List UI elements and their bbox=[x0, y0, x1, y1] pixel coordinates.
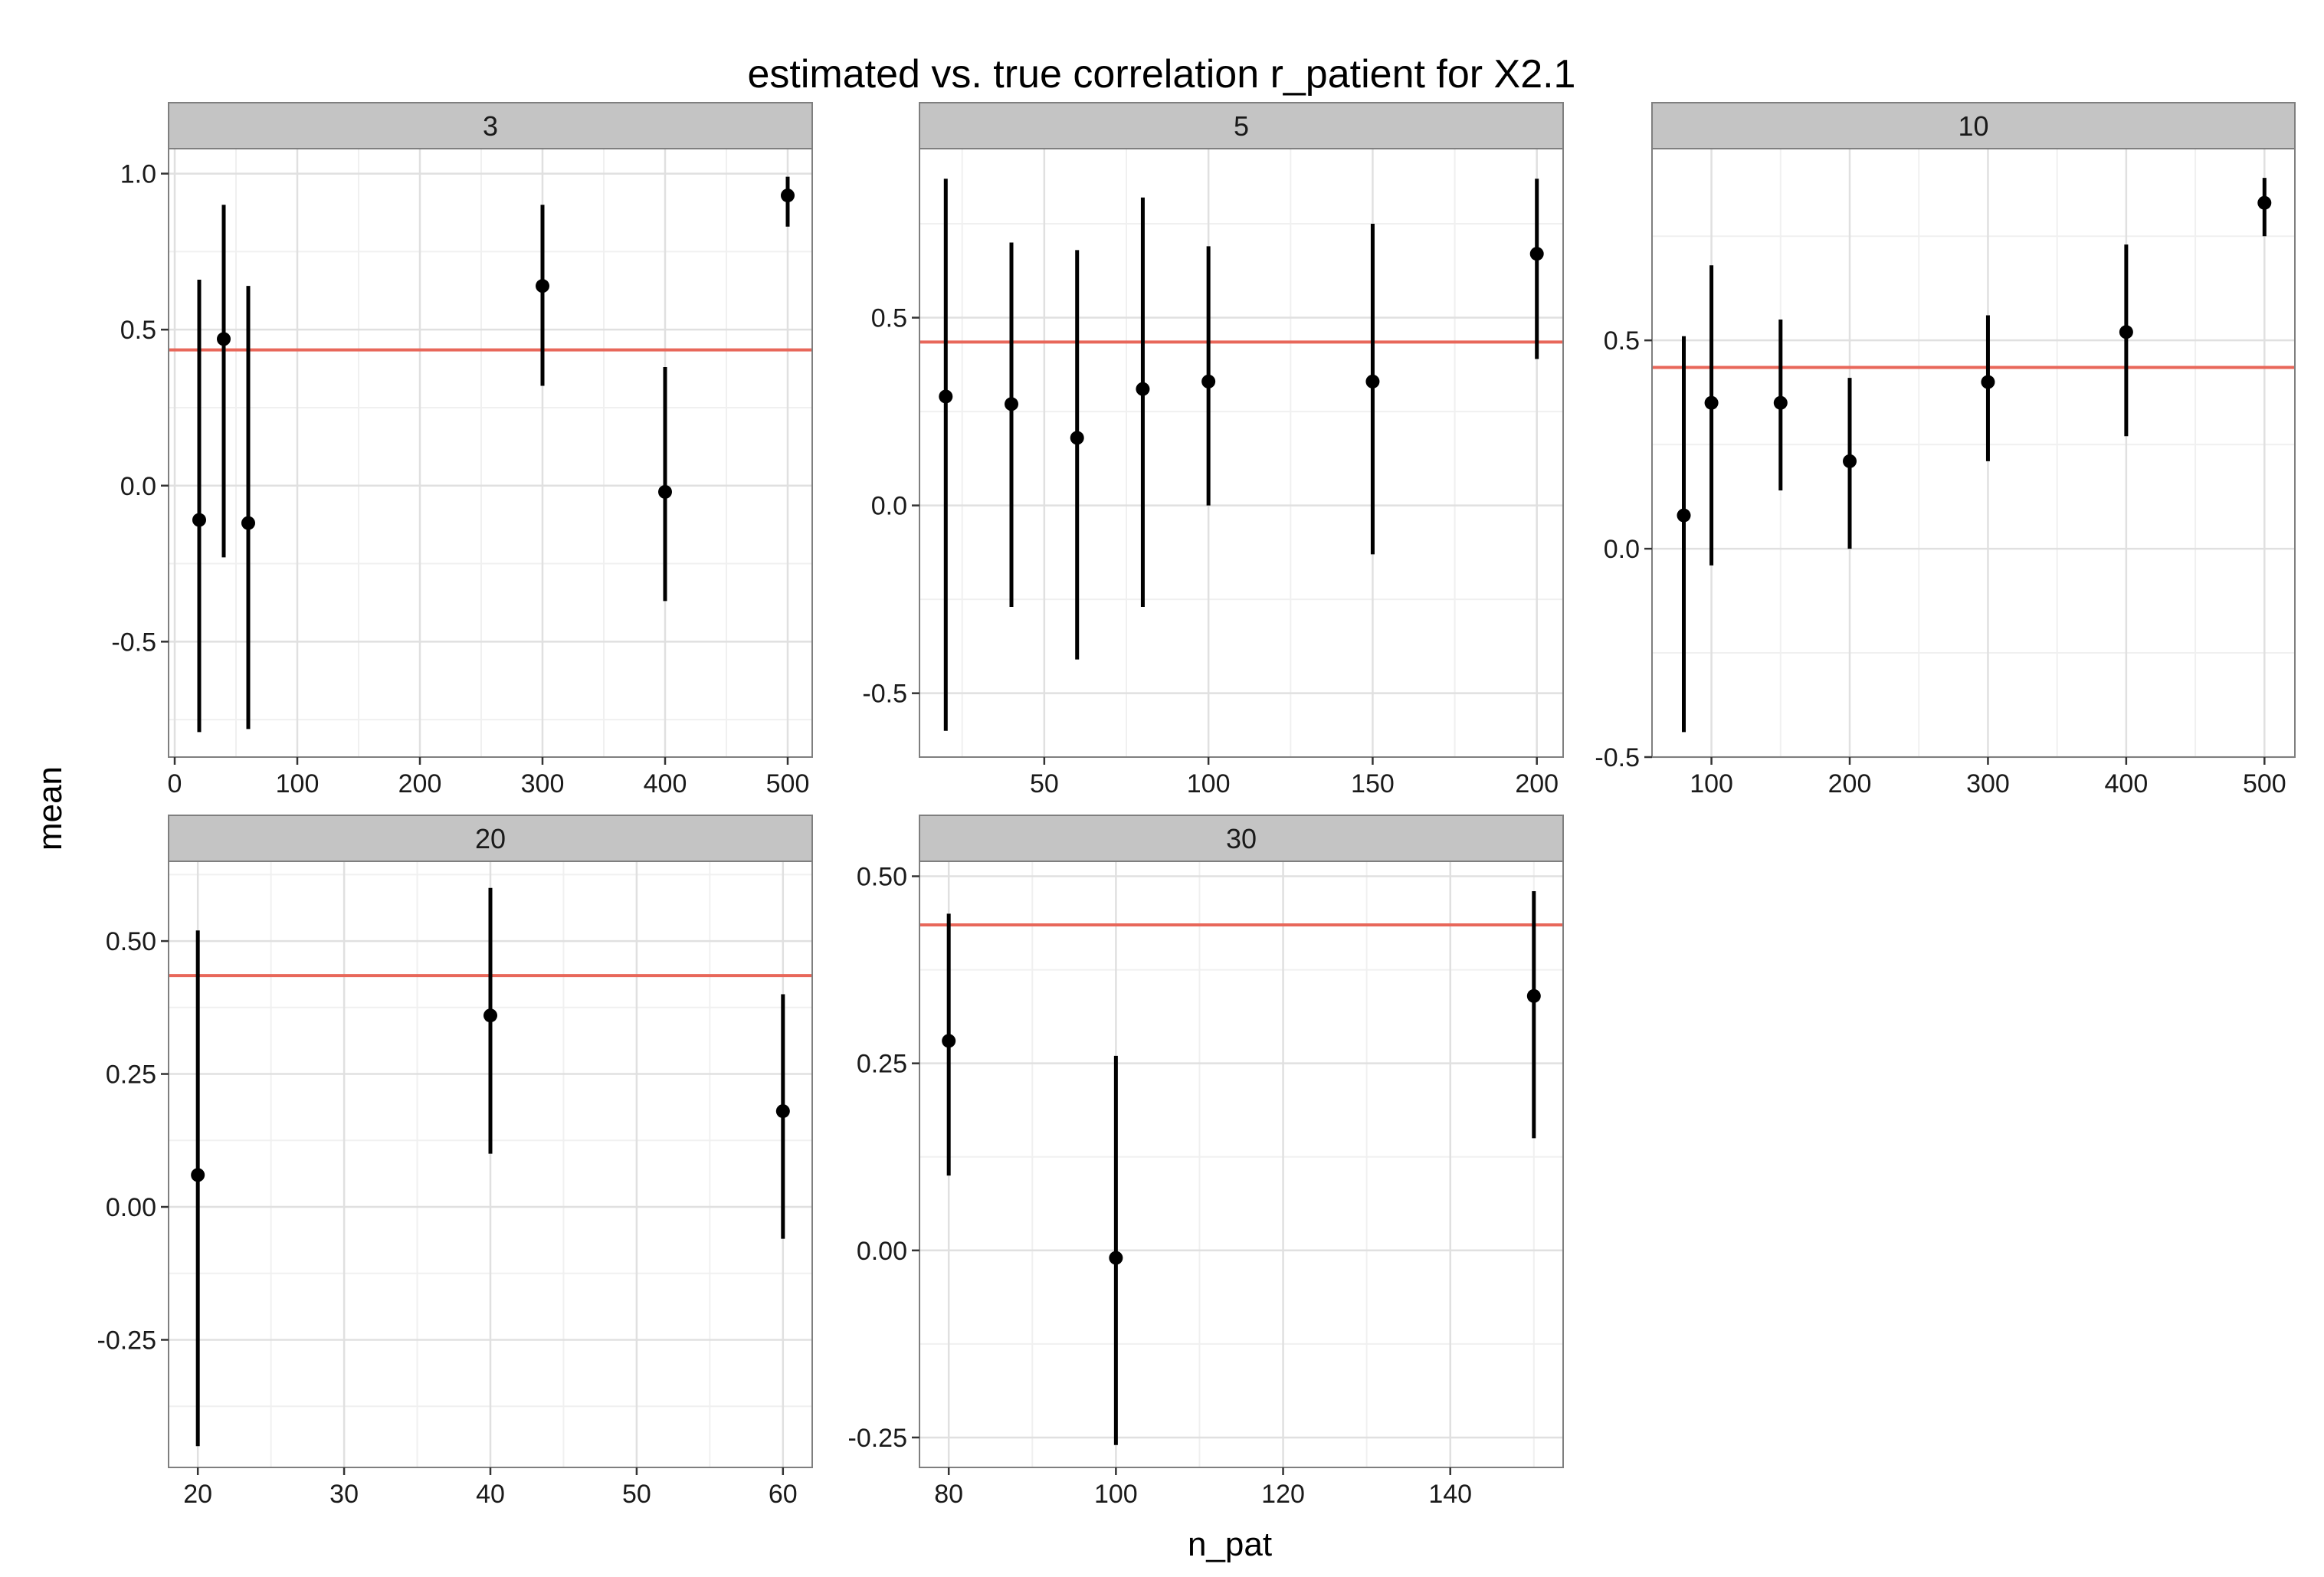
x-tick-label: 120 bbox=[1261, 1480, 1305, 1509]
x-tick-label: 80 bbox=[934, 1480, 963, 1509]
panel-3: 3 0 100 200 300 400 500 -0.5 0.0 0.5 1.0 bbox=[111, 102, 813, 798]
x-tick-label: 20 bbox=[183, 1480, 212, 1509]
facet-strip-label: 3 bbox=[483, 110, 498, 142]
chart-title: estimated vs. true correlation r_patient… bbox=[748, 52, 1576, 97]
data-point bbox=[1704, 395, 1719, 410]
y-tick-label: 0.25 bbox=[106, 1061, 156, 1090]
facet-strip-label: 20 bbox=[475, 823, 506, 854]
facet-strip-label: 30 bbox=[1226, 823, 1257, 854]
panel-background bbox=[1652, 149, 2295, 757]
data-point bbox=[775, 1104, 790, 1119]
y-tick-label: 0.50 bbox=[106, 927, 156, 956]
data-point bbox=[942, 1034, 956, 1048]
y-tick-label: -0.5 bbox=[862, 680, 907, 709]
facet-strip-label: 10 bbox=[1958, 110, 1988, 142]
y-tick-label: -0.25 bbox=[848, 1424, 908, 1453]
x-tick-label: 200 bbox=[1828, 769, 1872, 798]
data-point bbox=[192, 513, 206, 527]
data-point bbox=[658, 484, 672, 499]
y-tick-label: 0.00 bbox=[106, 1193, 156, 1222]
data-point bbox=[1526, 988, 1541, 1003]
data-point bbox=[1529, 247, 1544, 261]
data-point bbox=[1677, 508, 1691, 523]
y-tick-label: 0.5 bbox=[120, 316, 156, 345]
x-tick-label: 300 bbox=[1966, 769, 2010, 798]
data-point bbox=[483, 1008, 497, 1023]
y-axis-label: mean bbox=[31, 766, 69, 851]
x-tick-label: 400 bbox=[2105, 769, 2149, 798]
data-point bbox=[1773, 395, 1788, 410]
panel-background bbox=[919, 149, 1563, 757]
panel-20: 20 20 30 40 50 60 -0.25 0.00 0.25 0.50 bbox=[97, 815, 813, 1509]
data-point bbox=[1005, 397, 1018, 411]
data-point bbox=[1136, 382, 1150, 396]
x-axis-label: n_pat bbox=[1188, 1526, 1272, 1563]
y-tick-label: 0.25 bbox=[857, 1050, 907, 1079]
x-tick-label: 500 bbox=[2243, 769, 2286, 798]
y-tick-label: 0.0 bbox=[120, 472, 156, 501]
y-tick-label: 0.0 bbox=[871, 492, 907, 521]
data-point bbox=[1109, 1251, 1123, 1265]
y-tick-label: 0.50 bbox=[857, 863, 907, 892]
data-point bbox=[191, 1168, 205, 1182]
x-tick-label: 100 bbox=[1187, 769, 1231, 798]
data-point bbox=[241, 516, 255, 530]
data-point bbox=[1201, 374, 1216, 389]
x-tick-label: 50 bbox=[622, 1480, 651, 1509]
y-tick-label: 0.00 bbox=[857, 1237, 907, 1266]
x-tick-label: 500 bbox=[766, 769, 810, 798]
facet-strip bbox=[919, 102, 1564, 149]
y-tick-label: 1.0 bbox=[120, 160, 156, 189]
facet-strip bbox=[168, 815, 813, 862]
data-point bbox=[939, 389, 953, 404]
data-point bbox=[2257, 195, 2272, 210]
x-tick-label: 40 bbox=[476, 1480, 505, 1509]
data-point bbox=[1070, 431, 1084, 445]
x-tick-label: 50 bbox=[1030, 769, 1059, 798]
panel-10: 10 100 200 300 400 500 -0.5 0.0 0.5 bbox=[1595, 102, 2296, 798]
y-tick-label: -0.25 bbox=[97, 1326, 157, 1355]
panel-30: 30 80 100 120 140 -0.25 0.00 0.25 0.50 bbox=[848, 815, 1564, 1509]
x-tick-label: 0 bbox=[168, 769, 182, 798]
facet-strip bbox=[168, 102, 813, 149]
x-tick-label: 200 bbox=[398, 769, 442, 798]
data-point bbox=[1843, 454, 1857, 468]
data-point bbox=[217, 332, 231, 346]
data-point bbox=[1365, 374, 1380, 389]
y-tick-label: -0.5 bbox=[1595, 743, 1640, 772]
data-point bbox=[536, 279, 549, 293]
facet-strip-label: 5 bbox=[1234, 110, 1249, 142]
y-tick-label: -0.5 bbox=[111, 628, 156, 657]
x-tick-label: 400 bbox=[644, 769, 687, 798]
panel-5: 5 50 100 150 200 -0.5 0.0 0.5 bbox=[862, 102, 1564, 798]
x-tick-label: 30 bbox=[329, 1480, 359, 1509]
data-point bbox=[781, 189, 795, 203]
panel-background bbox=[169, 149, 812, 757]
x-tick-label: 60 bbox=[769, 1480, 798, 1509]
x-tick-label: 100 bbox=[1690, 769, 1733, 798]
x-tick-label: 100 bbox=[1094, 1480, 1138, 1509]
x-tick-label: 200 bbox=[1515, 769, 1559, 798]
x-tick-label: 150 bbox=[1351, 769, 1395, 798]
x-tick-label: 300 bbox=[521, 769, 565, 798]
y-tick-label: 0.5 bbox=[1604, 326, 1640, 356]
y-tick-label: 0.5 bbox=[871, 304, 907, 333]
y-tick-label: 0.0 bbox=[1604, 535, 1640, 564]
data-point bbox=[1981, 375, 1995, 389]
facet-strip bbox=[1651, 102, 2296, 149]
data-point bbox=[2119, 325, 2133, 339]
panel-background bbox=[919, 861, 1563, 1467]
facet-strip bbox=[919, 815, 1564, 862]
x-tick-label: 140 bbox=[1428, 1480, 1472, 1509]
x-tick-label: 100 bbox=[276, 769, 320, 798]
